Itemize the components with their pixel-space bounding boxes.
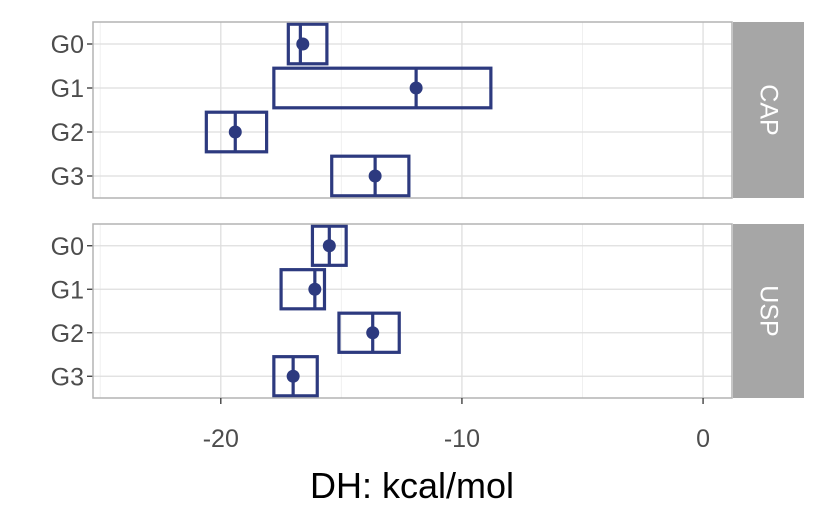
y-axis-cap: G0 G1 G2 G3 (51, 31, 93, 191)
x-tick-label: -10 (444, 425, 480, 453)
interval-box (337, 311, 401, 354)
mean-point (228, 125, 242, 139)
x-axis-title: DH: kcal/mol (310, 465, 514, 506)
mean-point (322, 239, 336, 253)
minor-gridlines (99, 22, 583, 198)
series-marks-cap (204, 22, 493, 198)
y-tick-label: G2 (51, 320, 84, 348)
mean-point (368, 169, 382, 183)
mean-point (296, 37, 310, 51)
facet-strip-label: CAP (755, 84, 783, 135)
facet-strip-label: USP (755, 285, 783, 336)
facet-panel-cap: G0 G1 G2 G3 CAP (51, 21, 804, 199)
y-tick-label: G2 (51, 119, 84, 147)
y-tick-label: G0 (51, 31, 84, 59)
y-tick-label: G1 (51, 276, 84, 304)
x-tick-label: -20 (203, 425, 239, 453)
interval-box (286, 22, 329, 66)
x-tick-label: 0 (696, 425, 710, 453)
interval-box (272, 66, 493, 110)
mean-point (286, 369, 300, 383)
panel-border (92, 223, 733, 399)
minor-gridlines (99, 224, 583, 398)
y-tick-label: G0 (51, 233, 84, 261)
panels-layer: G0 G1 G2 G3 CAP G0 G1 G2 G3 USP (51, 21, 804, 399)
y-axis-usp: G0 G1 G2 G3 (51, 233, 93, 391)
x-axis: -20 -10 0 (203, 398, 710, 453)
facet-panel-usp: G0 G1 G2 G3 USP (51, 223, 804, 399)
interval-box (272, 355, 319, 398)
facet-strip (733, 22, 804, 198)
panel-background (93, 224, 732, 398)
interval-box (330, 154, 411, 198)
panel-border (92, 21, 733, 199)
mean-point (366, 326, 380, 340)
mean-point (308, 282, 322, 296)
mean-point (409, 81, 423, 95)
series-marks-usp (272, 224, 401, 398)
y-tick-label: G3 (51, 163, 84, 191)
panel-background (93, 22, 732, 198)
facet-strip (733, 224, 804, 398)
interval-box (279, 268, 327, 311)
y-tick-label: G3 (51, 363, 84, 391)
major-gridlines (93, 224, 732, 398)
y-tick-label: G1 (51, 75, 84, 103)
